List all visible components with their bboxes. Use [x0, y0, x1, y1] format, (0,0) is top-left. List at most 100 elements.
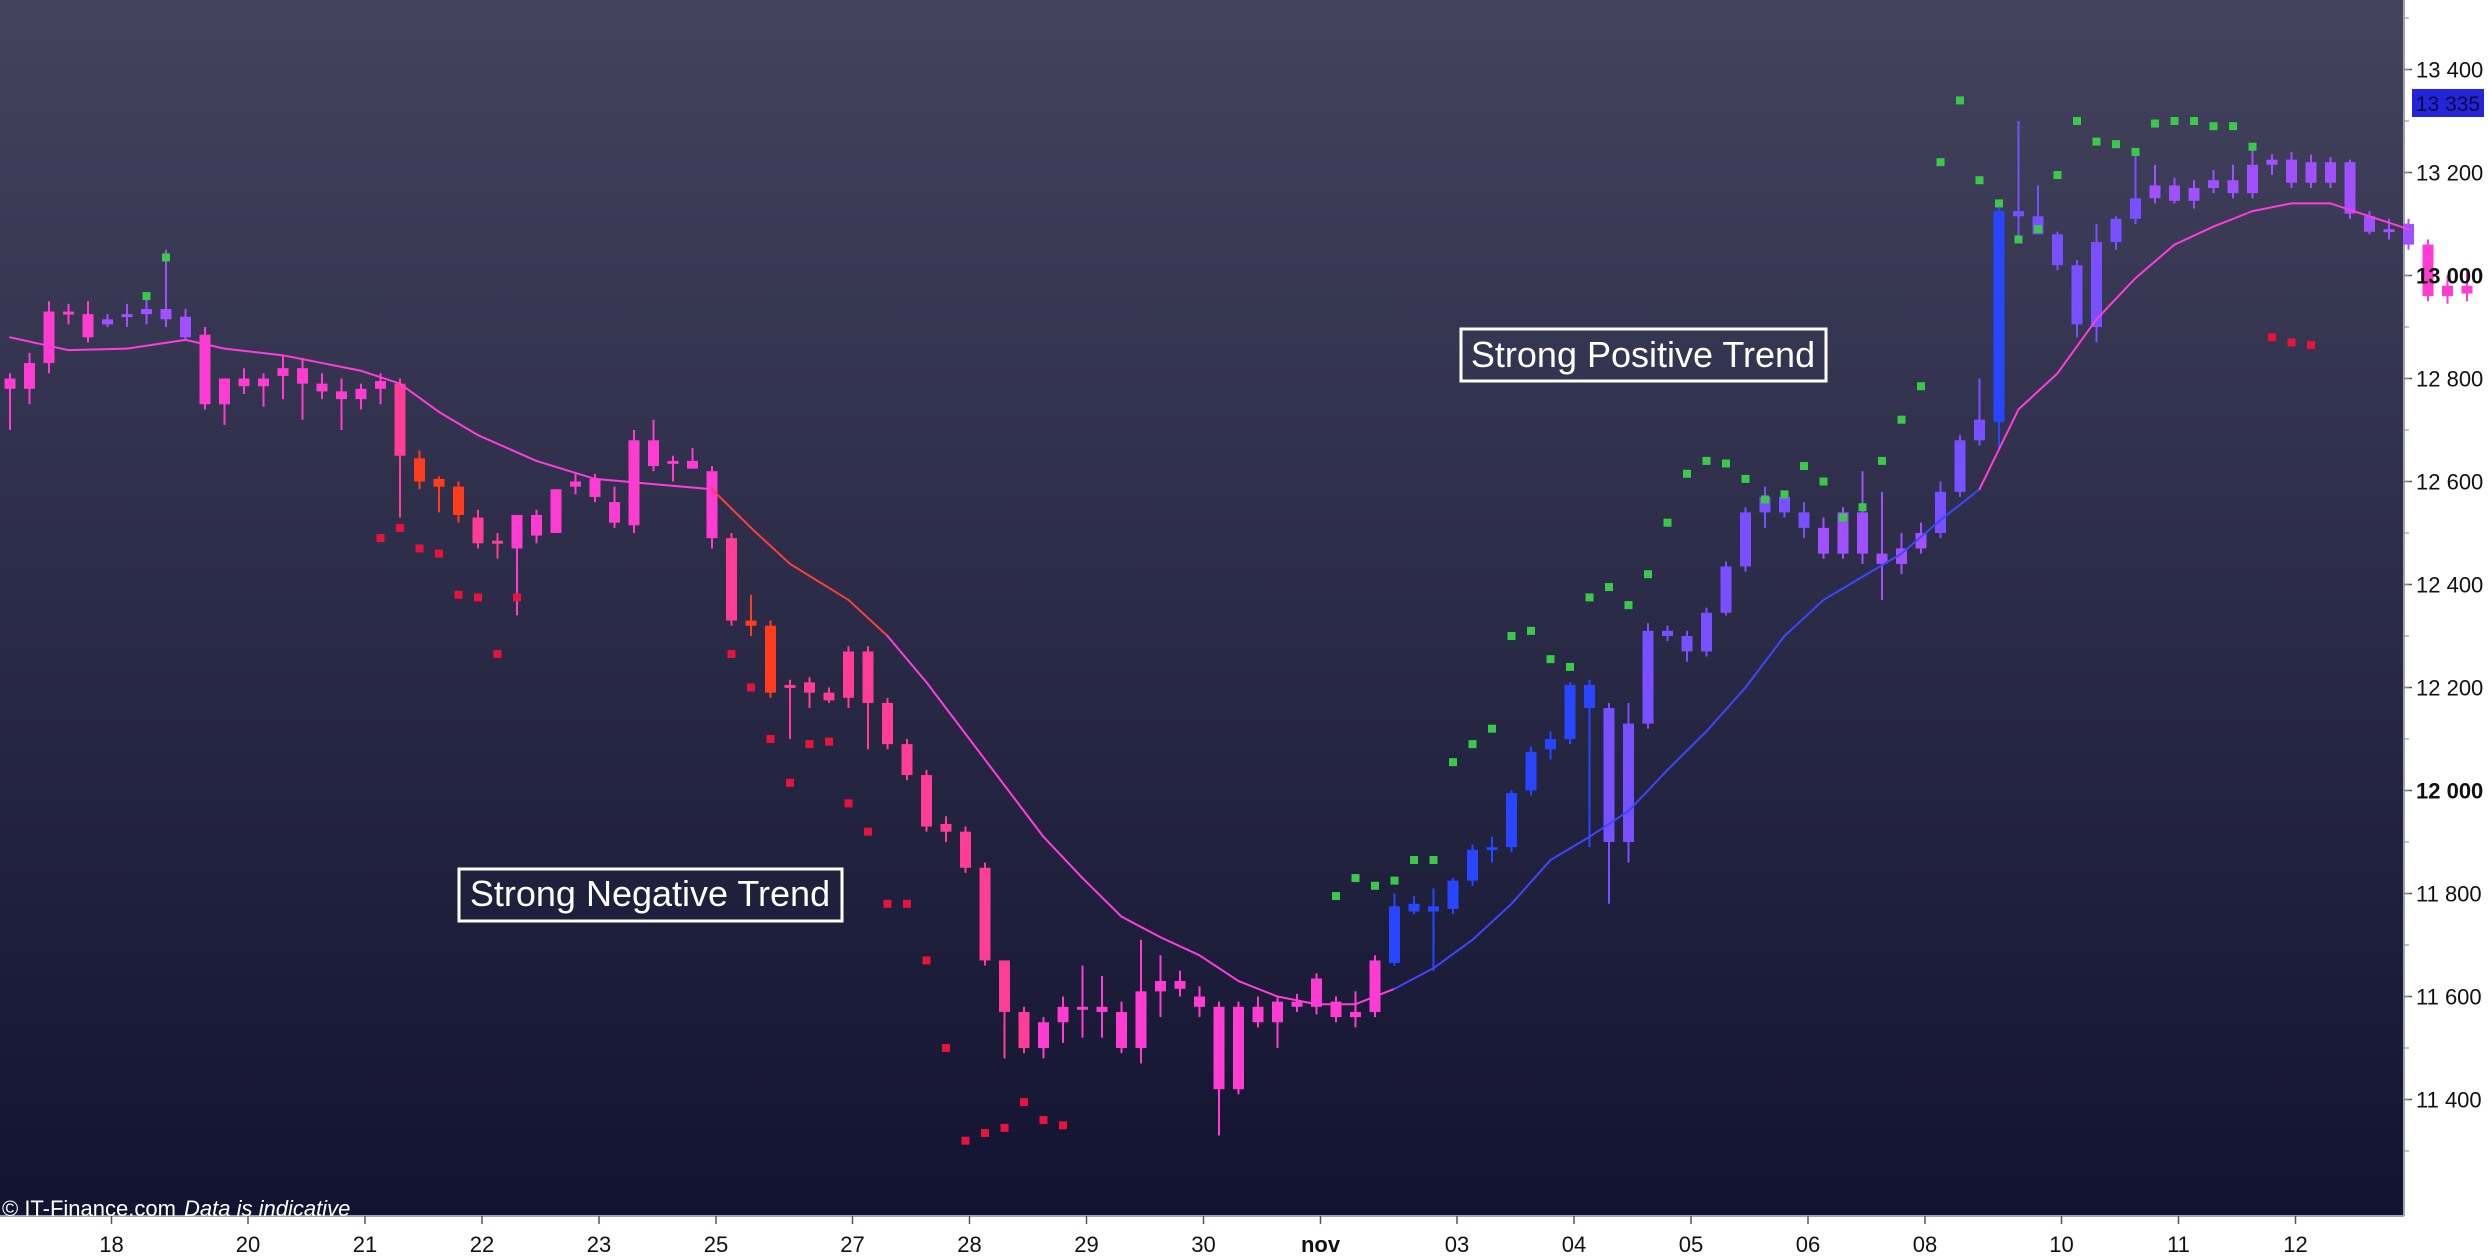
x-tick-label: 10 [2049, 1232, 2073, 1257]
trend-dot [1585, 593, 1594, 602]
candle-body [1077, 1006, 1088, 1010]
candle-body [24, 363, 35, 389]
trend-dot [2092, 137, 2101, 146]
candle [1954, 435, 1966, 497]
candle-body [2188, 187, 2200, 201]
candle-body [433, 478, 445, 487]
candle [1408, 896, 1420, 915]
candle [1818, 517, 1829, 559]
trend-dot [415, 544, 424, 553]
trend-dot [1546, 655, 1555, 664]
trend-dot [1663, 518, 1672, 527]
copyright-text: © IT-Finance.com [2, 1196, 176, 1221]
moving-average-segment [1237, 980, 1279, 998]
candle [1389, 893, 1400, 966]
moving-average-segment [2134, 243, 2176, 280]
moving-average-segment [964, 732, 1006, 787]
candle-body [472, 517, 484, 544]
moving-average-segment [750, 526, 791, 565]
candle-body [960, 831, 971, 868]
annotation-negative-text: Strong Negative Trend [470, 873, 830, 914]
trend-dot [942, 1044, 950, 1052]
candle-body [1993, 211, 2005, 423]
candle [726, 533, 737, 626]
trend-dot [727, 650, 736, 659]
candle [2130, 151, 2141, 224]
moving-average-segment [9, 336, 70, 352]
candle-body [2325, 162, 2336, 183]
candle-body [1252, 1006, 1264, 1023]
candle-body [940, 823, 952, 832]
trend-dot [2170, 117, 2179, 125]
candle [1681, 630, 1693, 662]
candle [1759, 486, 1771, 528]
candle [1272, 996, 1283, 1048]
candle-body [375, 381, 386, 389]
candle [2305, 154, 2317, 188]
candle-body [1974, 419, 1985, 441]
trend-dot [1956, 96, 1964, 105]
moving-average-segment [67, 347, 128, 352]
candle [1311, 973, 1322, 1015]
x-tick-label: 05 [1679, 1232, 1703, 1257]
candle [433, 476, 445, 513]
candle-body [1837, 512, 1849, 554]
x-tick-label: 23 [587, 1232, 611, 1257]
moving-average-segment [1120, 915, 1162, 939]
candle [1135, 939, 1147, 1064]
moving-average-segment [282, 354, 362, 372]
candle [1077, 965, 1088, 1038]
candle-body [1915, 533, 1927, 549]
candle-body [1857, 512, 1868, 554]
moving-average-segment [1510, 859, 1552, 905]
candle [2188, 180, 2200, 209]
trend-dot [1488, 724, 1496, 733]
candle [375, 373, 386, 405]
candle-body [1155, 981, 1166, 992]
candle [2091, 224, 2102, 343]
trend-dot [981, 1128, 989, 1137]
candle [297, 357, 308, 420]
candle [2247, 146, 2258, 199]
trend-dot [922, 956, 931, 965]
candle-body [1564, 684, 1576, 739]
candle [199, 327, 211, 410]
candle [1993, 200, 2005, 449]
candle [2110, 216, 2122, 250]
trend-dot [2190, 117, 2198, 125]
candle [784, 679, 796, 739]
candle [2227, 164, 2239, 199]
moving-average-segment [1588, 810, 1630, 838]
candle [2325, 157, 2336, 188]
candle [1857, 471, 1868, 564]
candle [1369, 955, 1381, 1018]
y-tick-label: 12 200 [2416, 676, 2483, 701]
trend-dot [2014, 235, 2023, 244]
candle [2149, 164, 2161, 204]
candle-body [2286, 159, 2297, 183]
candle [453, 481, 464, 523]
trend-dot [2053, 171, 2062, 180]
trend-dot [1975, 176, 1984, 185]
trend-dot [2112, 140, 2120, 149]
moving-average-segment [1549, 835, 1591, 862]
candle-body [550, 489, 562, 533]
candle-body [804, 682, 815, 693]
candle-body [1642, 630, 1654, 724]
candle [43, 301, 55, 374]
x-tick-label: 27 [840, 1232, 864, 1257]
candle [1428, 888, 1439, 971]
candle-body [1467, 849, 1478, 881]
candle-body [43, 311, 55, 364]
moving-average-segment [711, 488, 752, 529]
candle [1038, 1017, 1049, 1059]
y-tick-label: 13 400 [2416, 58, 2483, 83]
candle [2071, 260, 2083, 338]
candle-body [316, 383, 328, 392]
candle [1252, 996, 1264, 1028]
candle [24, 352, 35, 405]
moving-average-segment [1393, 967, 1435, 990]
candle-body [1174, 981, 1186, 989]
candle [394, 378, 406, 518]
trend-dot [2287, 338, 2296, 347]
